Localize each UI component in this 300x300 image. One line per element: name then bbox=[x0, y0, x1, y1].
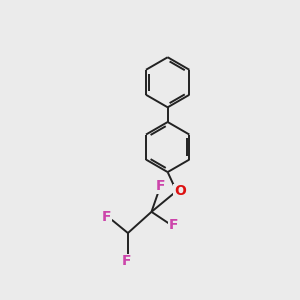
Text: F: F bbox=[102, 210, 111, 224]
Text: F: F bbox=[156, 179, 166, 193]
Text: F: F bbox=[169, 218, 178, 232]
Text: O: O bbox=[174, 184, 186, 198]
Text: F: F bbox=[122, 254, 131, 268]
